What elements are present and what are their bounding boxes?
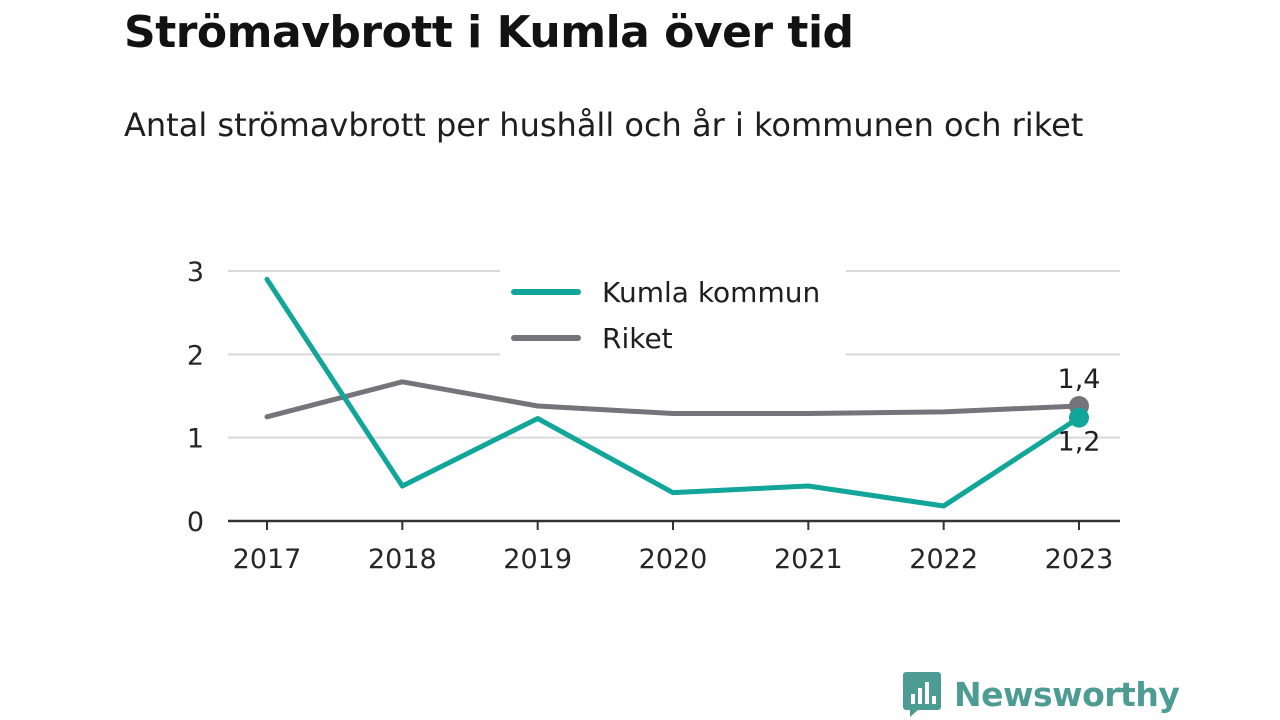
x-tick-label-2022: 2022: [909, 544, 978, 575]
x-tick-label-2023: 2023: [1045, 544, 1114, 575]
legend: Kumla kommun Riket: [500, 268, 846, 356]
chart-title: Strömavbrott i Kumla över tid: [124, 7, 854, 58]
y-tick-label-3: 3: [187, 257, 204, 288]
series-line-riket: [264, 379, 1082, 420]
y-tick-label-1: 1: [187, 424, 204, 455]
end-marker-kumla: [1069, 407, 1089, 428]
newsworthy-logo: Newsworthy: [902, 670, 1180, 718]
axes: 0 1 2 3 2017 2018 2019 2020 2021 2022 2023: [187, 257, 1120, 575]
x-tick-label-2018: 2018: [368, 544, 437, 575]
end-label-kumla: 1,2: [1058, 427, 1101, 458]
x-tick-label-2019: 2019: [503, 544, 572, 575]
x-tick-label-2021: 2021: [774, 544, 843, 575]
legend-label-riket: Riket: [602, 322, 673, 355]
series-line-kumla: [264, 276, 1082, 509]
data-labels: 1,4 1,2: [1058, 364, 1101, 458]
x-tick-label-2020: 2020: [639, 544, 708, 575]
y-tick-label-2: 2: [187, 340, 204, 371]
newsworthy-logo-icon: [903, 672, 941, 717]
legend-background: [500, 268, 846, 356]
brand-name: Newsworthy: [954, 674, 1180, 714]
chart-subtitle: Antal strömavbrott per hushåll och år i …: [124, 106, 1084, 144]
end-label-riket: 1,4: [1058, 364, 1101, 395]
legend-label-kumla: Kumla kommun: [602, 276, 820, 309]
x-tick-label-2017: 2017: [233, 544, 302, 575]
y-tick-label-0: 0: [187, 507, 204, 538]
series-lines: [264, 276, 1089, 509]
